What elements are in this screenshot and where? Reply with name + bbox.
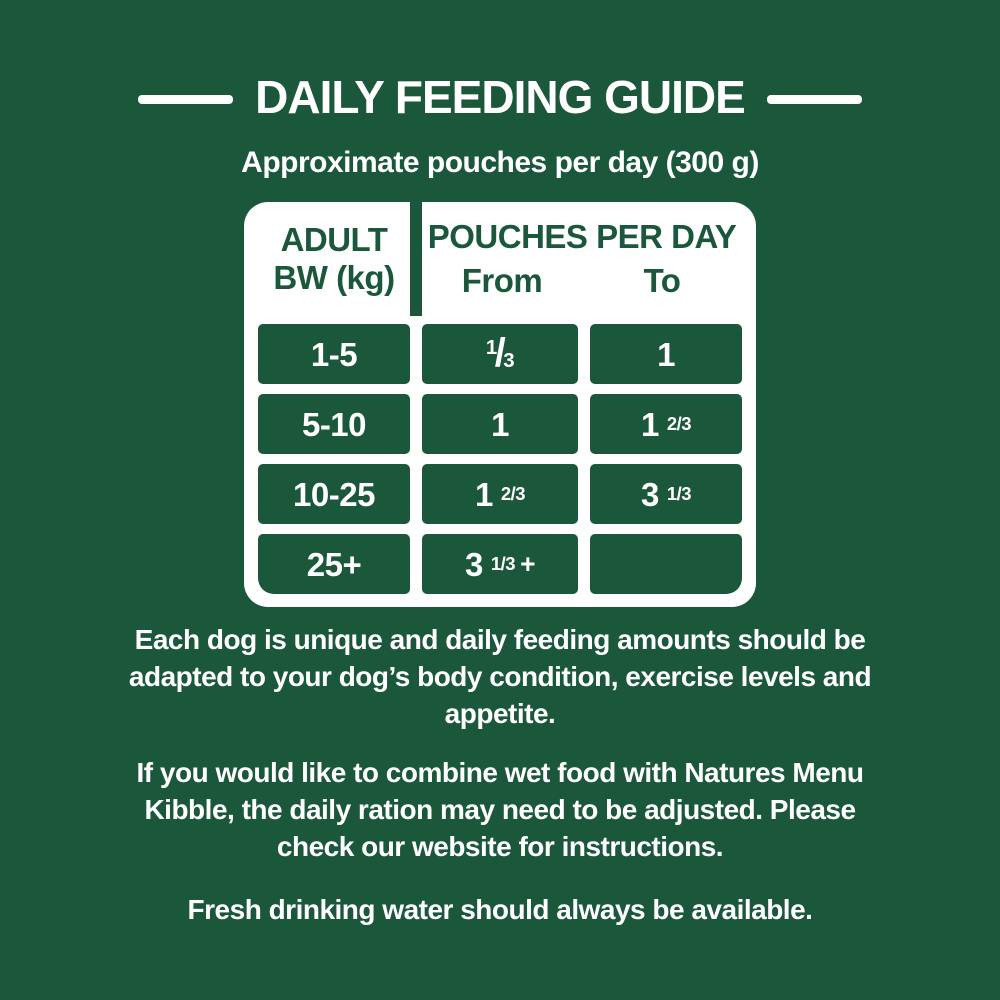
pouches-header-label: POUCHES PER DAY [427, 217, 737, 255]
title-row: DAILY FEEDING GUIDE [0, 0, 1000, 120]
bw-cell-row3: 10-25 [258, 464, 410, 524]
bw-value: 5-10 [301, 405, 367, 443]
from-header-label: From [461, 262, 543, 299]
bw-value: 10-25 [293, 475, 375, 513]
pouches-header-cell: POUCHES PER DAY From To [422, 202, 742, 316]
whole-value: 1 [640, 405, 659, 443]
small-fraction: 1/3 [490, 552, 516, 574]
bw-value: 25+ [306, 545, 362, 583]
to-cell-row2: 1 2/3 [590, 394, 742, 454]
from-cell-row4: 3 1/3 + [422, 534, 578, 594]
feeding-table-body: 1-5 1/3 1 5-10 1 1 2/3 [258, 324, 742, 594]
feeding-table-header: ADULT BW (kg) POUCHES PER DAY From To [258, 202, 742, 316]
from-cell-row3: 1 2/3 [422, 464, 578, 524]
whole-value: 1 [491, 405, 509, 443]
note-combine-kibble: If you would like to combine wet food wi… [136, 757, 864, 862]
whole-value: 1 [657, 335, 675, 373]
to-cell-row4-empty [590, 534, 742, 594]
to-cell-row3: 3 1/3 [590, 464, 742, 524]
note-fresh-water: Fresh drinking water should always be av… [187, 894, 813, 925]
to-cell-row1: 1 [590, 324, 742, 384]
title-dash-left [138, 94, 234, 104]
bw-value: 1-5 [310, 335, 358, 373]
small-fraction: 1/3 [666, 482, 692, 504]
bw-header-line1: ADULT [280, 220, 388, 258]
whole-value: 3 [640, 475, 659, 513]
header-divider [410, 202, 422, 316]
bw-cell-row2: 5-10 [258, 394, 410, 454]
whole-value: 1 [474, 475, 493, 513]
small-fraction: 2/3 [666, 412, 692, 434]
bw-cell-row1: 1-5 [258, 324, 410, 384]
whole-value: 3 [465, 545, 483, 583]
from-cell-row1: 1/3 [422, 324, 578, 384]
from-cell-row2: 1 [422, 394, 578, 454]
big-fraction: 1/3 [485, 331, 515, 376]
title-dash-right [766, 94, 862, 104]
bw-header-line2: BW (kg) [273, 259, 395, 296]
feeding-table: ADULT BW (kg) POUCHES PER DAY From To 1-… [244, 202, 756, 607]
to-header-label: To [643, 262, 681, 299]
plus-suffix: + [520, 548, 535, 579]
bw-cell-row4: 25+ [258, 534, 410, 594]
note-unique-dog: Each dog is unique and daily feeding amo… [128, 624, 872, 729]
bw-header-cell: ADULT BW (kg) [258, 202, 410, 316]
page-title: DAILY FEEDING GUIDE [255, 71, 746, 123]
small-fraction: 2/3 [500, 482, 526, 504]
from-to-subheader-row: From To [422, 262, 742, 300]
page-subtitle: Approximate pouches per day (300 g) [241, 146, 759, 179]
